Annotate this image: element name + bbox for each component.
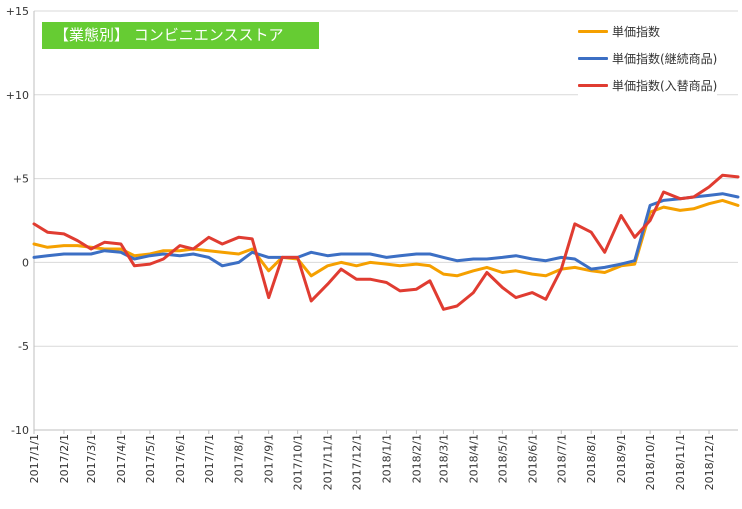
x-tick-label: 2018/5/1 (496, 434, 509, 483)
x-tick-label: 2018/10/1 (644, 434, 657, 490)
x-axis: 2017/1/1 2017/2/1 2017/3/1 2017/4/1 2017/5/1… (28, 11, 738, 490)
x-tick-label: 2017/1/1 (28, 434, 41, 483)
x-tick-label: 2017/11/1 (322, 434, 335, 490)
x-tick-label: 2017/6/1 (174, 434, 187, 483)
x-tick-label: 2018/8/1 (585, 434, 598, 483)
chart-title: 【業態別】 コンビニエンスストア (42, 22, 319, 49)
legend-label-unit-price: 単価指数 (612, 25, 661, 39)
x-tick-label: 2018/6/1 (526, 434, 539, 483)
y-axis-tick-labels: +15 +10 +5 0 -5 -10 (6, 5, 29, 437)
legend-label-continued-products: 単価指数(継続商品) (612, 52, 718, 66)
legend-swatch-continued-products (578, 57, 608, 60)
x-tick-label: 2018/1/1 (380, 434, 393, 483)
y-tick-label: +10 (6, 89, 29, 102)
x-tick-label: 2017/7/1 (203, 434, 216, 483)
series-line-1 (32, 192, 740, 271)
legend-item-unit-price: 単価指数 (578, 18, 717, 45)
legend-swatch-replaced-products (578, 84, 608, 87)
x-tick-label: 2017/3/1 (85, 434, 98, 483)
legend-item-replaced-products: 単価指数(入替商品) (578, 72, 717, 99)
x-tick-label: 2018/7/1 (555, 434, 568, 483)
x-tick-label: 2018/9/1 (615, 434, 628, 483)
x-tick-label: 2018/4/1 (467, 434, 480, 483)
x-tick-label: 2017/8/1 (233, 434, 246, 483)
x-tick-label: 2017/2/1 (58, 434, 71, 483)
y-tick-label: -5 (18, 340, 29, 353)
y-tick-label: -10 (11, 424, 29, 437)
series-line-2 (32, 173, 740, 311)
series-line-0 (32, 198, 740, 278)
x-tick-label: 2018/11/1 (674, 434, 687, 490)
legend-swatch-unit-price (578, 30, 608, 33)
x-tick-label: 2017/4/1 (115, 434, 128, 483)
series-lines (32, 173, 740, 311)
x-tick-label: 2018/2/1 (410, 434, 423, 483)
legend: 単価指数 単価指数(継続商品) 単価指数(入替商品) (578, 18, 718, 99)
y-tick-label: +15 (6, 5, 29, 18)
x-tick-label: 2018/3/1 (437, 434, 450, 483)
x-tick-label: 2017/9/1 (263, 434, 276, 483)
x-tick-label: 2017/10/1 (292, 434, 305, 490)
legend-label-replaced-products: 単価指数(入替商品) (612, 79, 718, 93)
x-tick-label: 2017/5/1 (144, 434, 157, 483)
y-tick-label: +5 (13, 173, 29, 186)
y-tick-label: 0 (22, 256, 29, 269)
x-tick-label: 2017/12/1 (351, 434, 364, 490)
legend-item-continued-products: 単価指数(継続商品) (578, 45, 717, 72)
x-tick-label: 2018/12/1 (703, 434, 716, 490)
